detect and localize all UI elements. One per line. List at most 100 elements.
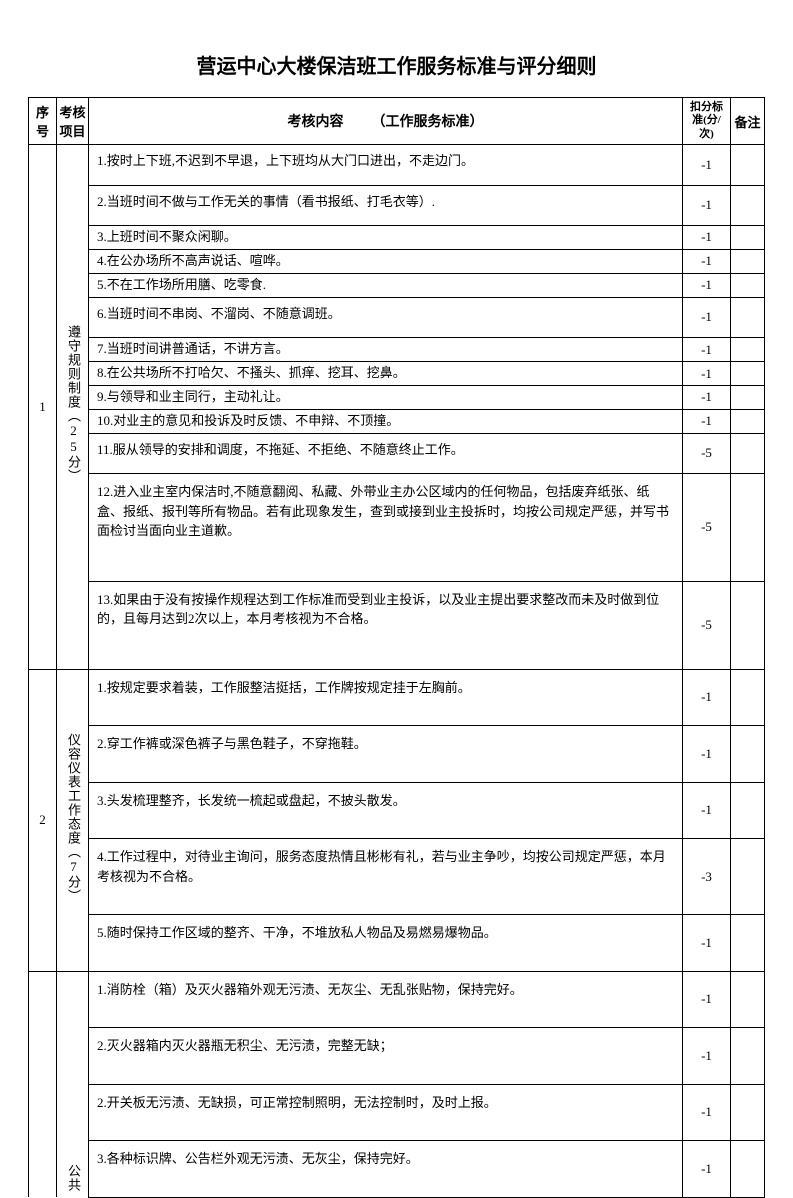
deduct-cell: -1 (683, 915, 731, 972)
content-cell: 3.上班时间不聚众闲聊。 (89, 226, 683, 250)
deduct-cell: -1 (683, 971, 731, 1028)
table-row: 13.如果由于没有按操作规程达到工作标准而受到业主投诉，以及业主提出要求整改而未… (29, 581, 765, 669)
remark-cell (731, 1141, 765, 1198)
remark-cell (731, 581, 765, 669)
table-header-row: 序号 考核项目 考核内容 （工作服务标准） 扣分标准(分/次) 备注 (29, 98, 765, 145)
content-cell: 2.灭火器箱内灭火器瓶无积尘、无污渍，完整无缺； (89, 1028, 683, 1085)
item-cell: 遵守规则制度（25分） (57, 145, 89, 670)
content-cell: 1.按规定要求着装，工作服整洁挺括，工作牌按规定挂于左胸前。 (89, 669, 683, 726)
content-cell: 5.随时保持工作区域的整齐、干净，不堆放私人物品及易燃易爆物品。 (89, 915, 683, 972)
content-cell: 5.不在工作场所用膳、吃零食. (89, 273, 683, 297)
content-cell: 9.与领导和业主同行，主动礼让。 (89, 385, 683, 409)
deduct-cell: -1 (683, 273, 731, 297)
remark-cell (731, 782, 765, 839)
table-row: 2仪容仪表工作态度（7分）1.按规定要求着装，工作服整洁挺括，工作牌按规定挂于左… (29, 669, 765, 726)
deduct-cell: -1 (683, 185, 731, 226)
item-cell: 仪容仪表工作态度（7分） (57, 669, 89, 971)
document-title: 营运中心大楼保洁班工作服务标准与评分细则 (28, 50, 765, 79)
seq-cell: 1 (29, 145, 57, 670)
table-row: 8.在公共场所不打哈欠、不搔头、抓痒、挖耳、挖鼻。-1 (29, 362, 765, 386)
table-row: 12.进入业主室内保洁时,不随意翻阅、私藏、外带业主办公区域内的任何物品，包括废… (29, 474, 765, 582)
content-cell: 4.在公办场所不高声说话、喧哗。 (89, 249, 683, 273)
table-row: 2.开关板无污渍、无缺损，可正常控制照明，无法控制时，及时上报。-1 (29, 1084, 765, 1141)
table-row: 2.灭火器箱内灭火器瓶无积尘、无污渍，完整无缺；-1 (29, 1028, 765, 1085)
header-deduct: 扣分标准(分/次) (683, 98, 731, 145)
table-row: 4.在公办场所不高声说话、喧哗。-1 (29, 249, 765, 273)
remark-cell (731, 297, 765, 338)
table-row: 6.当班时间不串岗、不溜岗、不随意调班。-1 (29, 297, 765, 338)
content-cell: 11.服从领导的安排和调度，不拖延、不拒绝、不随意终止工作。 (89, 433, 683, 474)
table-row: 3.上班时间不聚众闲聊。-1 (29, 226, 765, 250)
table-row: 5.随时保持工作区域的整齐、干净，不堆放私人物品及易燃易爆物品。-1 (29, 915, 765, 972)
deduct-cell: -5 (683, 433, 731, 474)
content-cell: 13.如果由于没有按操作规程达到工作标准而受到业主投诉，以及业主提出要求整改而未… (89, 581, 683, 669)
remark-cell (731, 362, 765, 386)
item-label: 公共 (64, 1164, 81, 1192)
deduct-cell: -1 (683, 726, 731, 783)
deduct-cell: -1 (683, 385, 731, 409)
content-cell: 1.按时上下班,不迟到不早退，上下班均从大门口进出，不走边门。 (89, 145, 683, 186)
table-row: 9.与领导和业主同行，主动礼让。-1 (29, 385, 765, 409)
header-remark: 备注 (731, 98, 765, 145)
deduct-cell: -1 (683, 1084, 731, 1141)
item-cell: 公共 (57, 971, 89, 1197)
table-row: 5.不在工作场所用膳、吃零食.-1 (29, 273, 765, 297)
header-seq: 序号 (29, 98, 57, 145)
remark-cell (731, 185, 765, 226)
remark-cell (731, 474, 765, 582)
assessment-table: 序号 考核项目 考核内容 （工作服务标准） 扣分标准(分/次) 备注 1遵守规则… (28, 97, 765, 1198)
content-cell: 8.在公共场所不打哈欠、不搔头、抓痒、挖耳、挖鼻。 (89, 362, 683, 386)
content-cell: 6.当班时间不串岗、不溜岗、不随意调班。 (89, 297, 683, 338)
remark-cell (731, 1028, 765, 1085)
remark-cell (731, 226, 765, 250)
header-content-sub: （工作服务标准） (372, 115, 484, 130)
remark-cell (731, 433, 765, 474)
header-item: 考核项目 (57, 98, 89, 145)
content-cell: 12.进入业主室内保洁时,不随意翻阅、私藏、外带业主办公区域内的任何物品，包括废… (89, 474, 683, 582)
remark-cell (731, 726, 765, 783)
item-label: 仪容仪表工作态度（7分） (64, 733, 81, 903)
deduct-cell: -1 (683, 1028, 731, 1085)
table-row: 4.工作过程中，对待业主询问，服务态度热情且彬彬有礼，若与业主争吵，均按公司规定… (29, 839, 765, 915)
remark-cell (731, 971, 765, 1028)
content-cell: 3.头发梳理整齐，长发统一梳起或盘起，不披头散发。 (89, 782, 683, 839)
table-row: 10.对业主的意见和投诉及时反馈、不申辩、不顶撞。-1 (29, 409, 765, 433)
remark-cell (731, 1084, 765, 1141)
deduct-cell: -1 (683, 782, 731, 839)
table-row: 3.各种标识牌、公告栏外观无污渍、无灰尘，保持完好。-1 (29, 1141, 765, 1198)
table-row: 11.服从领导的安排和调度，不拖延、不拒绝、不随意终止工作。-5 (29, 433, 765, 474)
deduct-cell: -5 (683, 581, 731, 669)
remark-cell (731, 669, 765, 726)
remark-cell (731, 409, 765, 433)
remark-cell (731, 145, 765, 186)
table-row: 2.穿工作裤或深色裤子与黑色鞋子，不穿拖鞋。-1 (29, 726, 765, 783)
table-row: 2.当班时间不做与工作无关的事情（看书报纸、打毛衣等）.-1 (29, 185, 765, 226)
table-row: 1遵守规则制度（25分）1.按时上下班,不迟到不早退，上下班均从大门口进出，不走… (29, 145, 765, 186)
content-cell: 1.消防栓（箱）及灭火器箱外观无污渍、无灰尘、无乱张贴物，保持完好。 (89, 971, 683, 1028)
header-content: 考核内容 （工作服务标准） (89, 98, 683, 145)
content-cell: 2.开关板无污渍、无缺损，可正常控制照明，无法控制时，及时上报。 (89, 1084, 683, 1141)
deduct-cell: -1 (683, 249, 731, 273)
table-row: 公共1.消防栓（箱）及灭火器箱外观无污渍、无灰尘、无乱张贴物，保持完好。-1 (29, 971, 765, 1028)
content-cell: 10.对业主的意见和投诉及时反馈、不申辩、不顶撞。 (89, 409, 683, 433)
deduct-cell: -1 (683, 362, 731, 386)
table-row: 7.当班时间讲普通话，不讲方言。-1 (29, 338, 765, 362)
remark-cell (731, 385, 765, 409)
header-content-label: 考核内容 (288, 115, 344, 130)
deduct-cell: -1 (683, 226, 731, 250)
deduct-cell: -1 (683, 669, 731, 726)
remark-cell (731, 249, 765, 273)
remark-cell (731, 338, 765, 362)
deduct-cell: -1 (683, 297, 731, 338)
content-cell: 2.当班时间不做与工作无关的事情（看书报纸、打毛衣等）. (89, 185, 683, 226)
deduct-cell: -1 (683, 1141, 731, 1198)
deduct-cell: -1 (683, 145, 731, 186)
deduct-cell: -1 (683, 338, 731, 362)
content-cell: 2.穿工作裤或深色裤子与黑色鞋子，不穿拖鞋。 (89, 726, 683, 783)
deduct-cell: -5 (683, 474, 731, 582)
remark-cell (731, 839, 765, 915)
remark-cell (731, 915, 765, 972)
seq-cell: 2 (29, 669, 57, 971)
item-label: 遵守规则制度（25分） (64, 325, 81, 483)
content-cell: 3.各种标识牌、公告栏外观无污渍、无灰尘，保持完好。 (89, 1141, 683, 1198)
